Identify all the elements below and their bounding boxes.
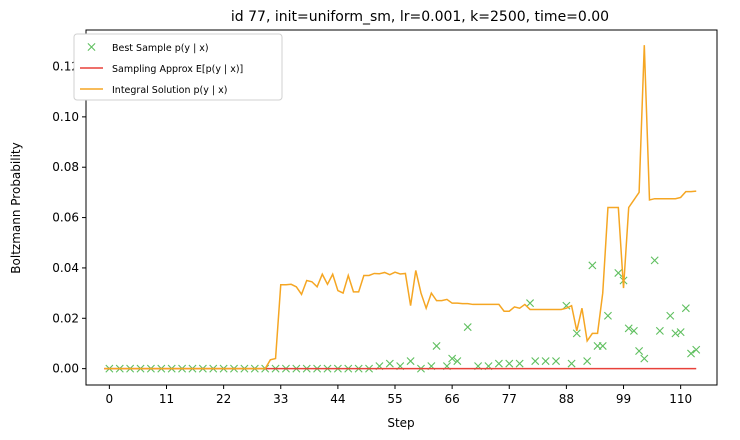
scatter-point	[614, 268, 623, 277]
x-tick-label: 0	[106, 392, 114, 406]
scatter-point	[666, 311, 675, 320]
legend-entry-best-sample: Best Sample p(y | x)	[87, 43, 209, 54]
scatter-point	[572, 329, 581, 338]
scatter-point	[687, 349, 696, 358]
scatter-point	[541, 357, 550, 366]
plot-area	[104, 45, 701, 373]
legend-entry-sampling-approx: Sampling Approx E[p(y | x)]	[80, 64, 243, 75]
legend: Best Sample p(y | x) Sampling Approx E[p…	[73, 33, 283, 101]
scatter-point	[650, 256, 659, 265]
scatter-point	[583, 357, 592, 366]
scatter-point	[640, 354, 649, 363]
y-tick-label: 0.00	[52, 362, 79, 376]
x-tick-label: 88	[559, 392, 574, 406]
scatter-point	[588, 261, 597, 270]
scatter-point	[463, 323, 472, 332]
legend-entry-integral-solution: Integral Solution p(y | x)	[80, 85, 227, 96]
scatter-point	[531, 357, 540, 366]
scatter-point	[692, 345, 701, 354]
legend-label-best-sample: Best Sample p(y | x)	[112, 43, 209, 54]
scatter-point	[526, 299, 535, 308]
scatter-point	[432, 341, 441, 350]
legend-label-integral-solution: Integral Solution p(y | x)	[112, 85, 227, 96]
x-tick-label: 66	[444, 392, 459, 406]
y-tick-label: 0.06	[52, 211, 79, 225]
scatter-point	[552, 357, 560, 366]
scatter-point	[655, 326, 664, 335]
x-tick-label: 44	[330, 392, 345, 406]
legend-box	[73, 33, 283, 101]
scatter-point	[494, 359, 503, 368]
x-tick-label: 55	[387, 392, 402, 406]
x-tick-label: 33	[273, 392, 288, 406]
x-tick-label: 110	[669, 392, 692, 406]
x-tick-label: 22	[216, 392, 231, 406]
legend-marker-x-icon	[87, 43, 96, 51]
y-tick-label: 0.12	[52, 60, 79, 74]
series-line-integral-solution	[104, 45, 697, 370]
scatter-point	[635, 347, 644, 355]
scatter-point	[385, 359, 394, 368]
scatter-point	[515, 359, 524, 368]
scatter-point	[453, 357, 462, 366]
scatter-point	[567, 359, 576, 368]
x-tick-label: 99	[616, 392, 631, 406]
x-axis-label: Step	[387, 416, 414, 430]
y-axis-label: Boltzmann Probability	[9, 142, 23, 273]
scatter-point	[406, 357, 415, 366]
legend-x-mark	[87, 43, 96, 51]
y-tick-label: 0.08	[52, 160, 79, 174]
legend-label-sampling-approx: Sampling Approx E[p(y | x)]	[112, 64, 243, 75]
chart-title: id 77, init=uniform_sm, lr=0.001, k=2500…	[231, 9, 609, 25]
x-tick-label: 11	[159, 392, 174, 406]
scatter-point	[671, 329, 680, 338]
y-tick-label: 0.04	[52, 261, 79, 275]
x-tick-label: 77	[502, 392, 517, 406]
scatter-point	[624, 324, 633, 333]
scatter-point	[629, 326, 638, 335]
scatter-point	[676, 328, 685, 337]
y-tick-label: 0.10	[52, 110, 79, 124]
y-axis: 0.00 0.02 0.04 0.06 0.08 0.10 0.12	[52, 60, 86, 376]
plot-frame	[85, 29, 718, 386]
scatter-point	[603, 311, 612, 320]
y-tick-label: 0.02	[52, 311, 79, 325]
scatter-point	[448, 354, 457, 363]
x-axis: 0 11 22 33 44 55 66 77 88 99 110	[106, 385, 692, 406]
scatter-point	[681, 304, 690, 313]
scatter-point	[505, 359, 514, 368]
scatter-point	[598, 341, 607, 350]
